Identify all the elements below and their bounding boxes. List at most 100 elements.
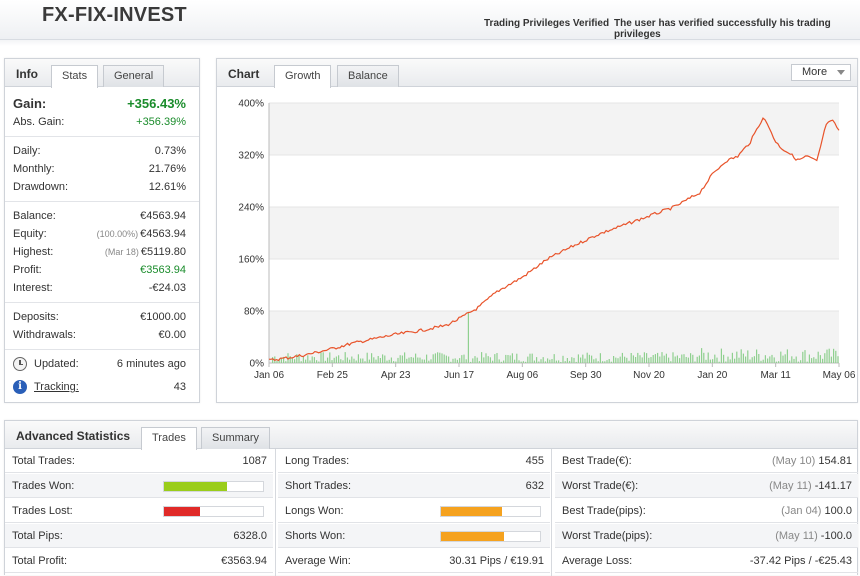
volume-bar [764,355,766,363]
stat-row: Trades Won: [5,474,273,498]
volume-bar [505,354,507,363]
volume-bar [828,348,830,363]
volume-bar [509,355,511,363]
stat-label: Best Trade(€): [562,455,632,467]
divider [5,302,199,303]
divider [5,349,199,350]
stat-date: (May 10) [771,455,816,467]
volume-bar [415,353,417,363]
volume-bar [756,349,758,363]
volume-bar [694,361,696,363]
volume-bar [560,362,562,363]
volume-bar [316,360,318,363]
volume-bar [753,356,755,363]
volume-bar [639,355,641,363]
grid-band [269,207,839,259]
monthly-label: Monthly: [13,163,55,175]
tab-summary[interactable]: Summary [201,427,271,449]
volume-bar [740,349,742,363]
volume-bar [300,361,302,363]
chevron-down-icon [837,70,845,75]
progress-bar [163,481,264,492]
volume-bar [388,359,390,363]
volume-bar [621,352,623,363]
volume-bar [731,352,733,363]
volume-bar [665,353,667,363]
clock-icon [13,357,27,371]
volume-bar [549,359,551,363]
volume-bar [628,360,630,363]
volume-bar [786,349,788,363]
volume-bar [406,358,408,363]
volume-bar [771,354,773,363]
volume-bar [811,358,813,363]
volume-bar [516,353,518,363]
x-tick-label: Jun 17 [444,370,474,381]
volume-bar [729,359,731,363]
stat-label: Long Trades: [285,455,350,467]
volume-bar [514,359,516,363]
deposits-label: Deposits: [13,311,59,323]
tab-general[interactable]: General [103,65,165,87]
volume-bar [619,356,621,363]
daily-value: 0.73% [154,145,186,157]
volume-bar [654,354,656,363]
volume-bar [401,355,403,363]
tab-stats[interactable]: Stats [51,65,99,88]
progress-bar-fill [441,532,505,541]
volume-bar [305,359,307,363]
volume-bar [379,358,381,363]
stat-row: Average Win: 30.31 Pips / €19.91 [278,549,550,573]
volume-bar [586,352,588,363]
volume-bar [824,353,826,363]
volume-bar [830,356,832,363]
volume-bar [749,359,751,363]
volume-bar [588,354,590,363]
withdrawals-row: Withdrawals: €0.00 [13,327,186,343]
volume-bar [485,353,487,363]
volume-bar [452,358,454,363]
volume-bar [547,358,549,363]
volume-bar [357,354,359,363]
volume-bar [782,355,784,363]
more-dropdown[interactable]: More [791,64,851,81]
tracking-link[interactable]: Tracking: [34,381,79,393]
volume-bar [789,360,791,363]
volume-bar [412,357,414,363]
tab-trades[interactable]: Trades [141,427,197,450]
volume-bar [375,359,377,363]
volume-bar [632,355,634,363]
divider [5,201,199,202]
stat-label: Trades Lost: [12,505,73,517]
stat-row: Long Trades: 455 [278,449,550,473]
stat-number: 154.81 [818,455,852,467]
volume-bar [538,361,540,363]
volume-bar [360,358,362,363]
volume-bar [377,356,379,363]
volume-bar [747,350,749,363]
volume-bar [637,352,639,363]
volume-bar [527,356,529,363]
drawdown-value: 12.61% [148,181,186,193]
volume-bar [569,360,571,363]
stat-date: (May 11) [775,530,818,542]
volume-bar [661,352,663,363]
deposits-row: Deposits: €1000.00 [13,309,186,325]
growth-chart[interactable]: 0% 80% 160% 240% 320% 400% Jan 06 Feb 25 Apr 23 J… [217,87,857,403]
volume-bar [650,357,652,363]
volume-bar [808,354,810,363]
tab-growth[interactable]: Growth [274,65,332,88]
volume-bar [558,360,560,363]
tab-balance[interactable]: Balance [337,65,399,87]
volume-bar [734,358,736,363]
growth-line [268,117,840,362]
volume-bar [692,354,694,363]
volume-bar [591,355,593,363]
volume-bar [327,357,329,363]
volume-bar [595,358,597,363]
more-label: More [802,66,828,78]
stat-value: 455 [526,449,544,473]
volume-bar [685,357,687,363]
volume-bar [503,360,505,363]
volume-bar [566,358,568,363]
